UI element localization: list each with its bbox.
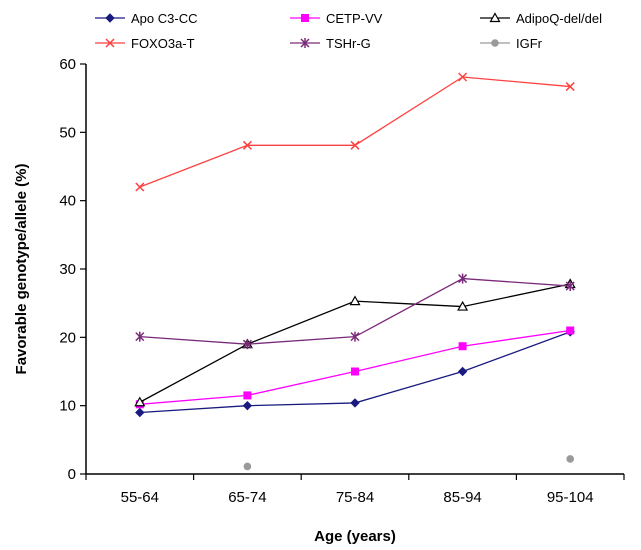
data-point xyxy=(242,140,252,150)
legend-marker xyxy=(105,13,115,23)
data-point xyxy=(243,391,252,400)
series-foxo3a-t xyxy=(135,72,575,192)
data-point xyxy=(350,331,360,342)
y-tick-label: 60 xyxy=(59,56,76,73)
legend-marker xyxy=(301,14,309,22)
x-tick-label: 95-104 xyxy=(547,489,594,506)
data-point xyxy=(242,339,252,350)
data-point xyxy=(135,182,145,192)
series-tshr-g xyxy=(135,273,575,350)
legend-label: TSHr-G xyxy=(326,36,371,51)
legend-item: Apo C3-CC xyxy=(95,11,197,26)
data-point xyxy=(135,407,145,418)
data-point xyxy=(458,273,468,284)
data-point xyxy=(566,455,574,463)
x-tick-label: 75-84 xyxy=(336,489,374,506)
legend-item: CETP-VV xyxy=(290,11,383,26)
x-tick-label: 55-64 xyxy=(121,489,159,506)
legend-label: Apo C3-CC xyxy=(131,11,197,26)
data-point xyxy=(457,300,469,311)
y-tick-label: 20 xyxy=(59,329,76,346)
data-point xyxy=(565,82,575,92)
data-point xyxy=(566,326,575,335)
data-point xyxy=(242,400,253,411)
data-point xyxy=(457,366,468,377)
legend-marker xyxy=(489,12,501,23)
legend-label: AdipoQ-del/del xyxy=(516,11,602,26)
data-point xyxy=(349,295,361,306)
y-tick-label: 10 xyxy=(59,398,76,415)
legend-item: IGFr xyxy=(480,36,543,51)
legend-label: IGFr xyxy=(516,36,543,51)
y-tick-label: 50 xyxy=(59,124,76,141)
legend-label: FOXO3a-T xyxy=(131,36,195,51)
y-tick-label: 30 xyxy=(59,261,76,278)
legend-item: AdipoQ-del/del xyxy=(480,11,602,26)
legend-marker xyxy=(300,38,310,48)
legend: Apo C3-CC CETP-VV AdipoQ-del/del FOXO3a-T TS… xyxy=(95,11,602,51)
data-point xyxy=(134,396,146,407)
axes xyxy=(85,64,624,475)
x-axis-title: Age (years) xyxy=(314,528,396,545)
series-igfr xyxy=(243,455,574,471)
data-point xyxy=(565,281,575,292)
data-point xyxy=(350,140,360,150)
legend-marker xyxy=(105,38,115,48)
data-point xyxy=(458,342,467,351)
data-point xyxy=(351,367,359,376)
legend-marker xyxy=(491,39,499,47)
y-ticks: 0 10 20 30 40 50 60 xyxy=(59,56,86,483)
data-point xyxy=(243,462,252,471)
legend-label: CETP-VV xyxy=(326,11,383,26)
series-line xyxy=(139,76,571,188)
x-tick-label: 85-94 xyxy=(443,489,481,506)
series-layer xyxy=(134,72,576,471)
series-adipoq-del-del xyxy=(134,278,576,407)
data-point xyxy=(135,331,145,342)
data-point xyxy=(458,72,468,82)
y-tick-label: 40 xyxy=(59,193,76,210)
legend-item: FOXO3a-T xyxy=(95,36,195,51)
x-tick-label: 65-74 xyxy=(228,489,266,506)
y-tick-label: 0 xyxy=(68,466,76,483)
y-axis-title: Favorable genotype/allele (%) xyxy=(13,164,30,375)
x-ticks: 55-64 65-74 75-84 85-94 95-104 xyxy=(85,474,625,506)
data-point xyxy=(350,398,360,408)
legend-item: TSHr-G xyxy=(290,36,371,51)
